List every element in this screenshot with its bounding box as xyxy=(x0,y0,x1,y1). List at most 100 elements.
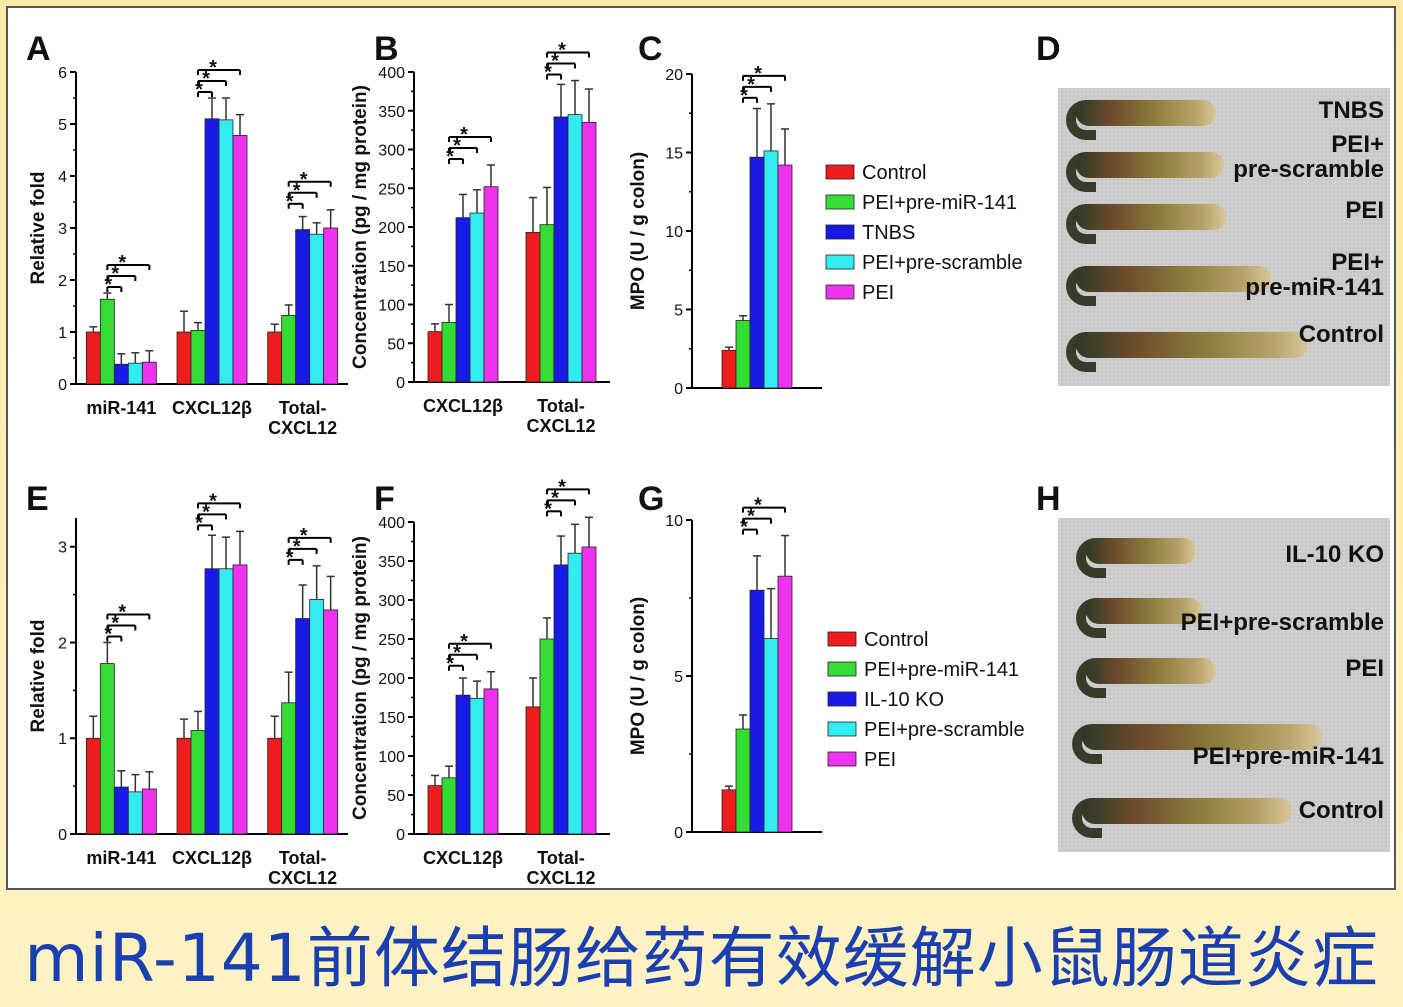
bar xyxy=(281,702,297,835)
legend-label: PEI+pre-scramble xyxy=(862,252,1023,274)
bar xyxy=(176,331,192,385)
bar xyxy=(455,217,471,383)
bar xyxy=(539,638,555,835)
bar xyxy=(218,568,234,835)
bar xyxy=(309,233,325,385)
significance-star: * xyxy=(118,252,126,274)
photo-label: PEI+pre-scramble xyxy=(1180,609,1384,636)
y-tick-label: 100 xyxy=(378,749,405,766)
photo-label: Control xyxy=(1298,797,1384,824)
bar xyxy=(141,361,157,385)
bar xyxy=(483,186,499,383)
significance-star: * xyxy=(460,631,468,653)
colon-shape xyxy=(1076,332,1308,358)
y-tick-label: 350 xyxy=(378,104,405,121)
legend-swatch xyxy=(827,721,857,737)
bar xyxy=(525,232,541,383)
bar xyxy=(113,363,129,385)
y-tick-label: 2 xyxy=(58,273,67,290)
significance-star: * xyxy=(747,74,755,96)
legend-swatch xyxy=(825,254,855,270)
y-tick-label: 20 xyxy=(665,67,683,84)
y-tick-label: 150 xyxy=(378,710,405,727)
bar xyxy=(295,618,311,835)
x-tick-label: CXCL12β xyxy=(172,398,252,418)
y-tick-label: 15 xyxy=(665,146,683,163)
y-tick-label: 400 xyxy=(378,65,405,82)
significance-star: * xyxy=(453,642,461,664)
bar xyxy=(441,777,457,835)
bar xyxy=(113,786,129,835)
bar xyxy=(281,314,297,385)
caption-text: miR-141前体结肠给药有效缓解小鼠肠道炎症 xyxy=(24,919,1379,997)
legend-label: PEI xyxy=(862,282,894,304)
y-tick-label: 1 xyxy=(58,325,67,342)
significance-star: * xyxy=(104,623,112,645)
significance-star: * xyxy=(286,191,294,213)
colon-shape xyxy=(1076,100,1216,126)
bar xyxy=(190,330,206,385)
bar xyxy=(455,694,471,835)
legend-label: Control xyxy=(862,162,926,184)
significance-star: * xyxy=(195,79,203,101)
panel-letter: E xyxy=(26,480,49,518)
x-tick-label: CXCL12 xyxy=(526,868,595,888)
significance-star: * xyxy=(544,498,552,520)
bar xyxy=(567,552,583,835)
bar xyxy=(721,789,737,833)
bar xyxy=(441,321,457,383)
y-tick-label: 50 xyxy=(387,336,405,353)
panel-letter: C xyxy=(638,30,663,68)
significance-star: * xyxy=(446,653,454,675)
y-tick-label: 0 xyxy=(674,381,683,398)
legend-label: Control xyxy=(864,629,928,651)
y-tick-label: 0 xyxy=(58,377,67,394)
colon-shape xyxy=(1086,658,1216,684)
bar xyxy=(267,331,283,385)
photo-label: IL-10 KO xyxy=(1285,541,1384,568)
bar xyxy=(204,568,220,835)
x-tick-label: Total- xyxy=(537,396,585,416)
x-tick-label: miR-141 xyxy=(86,848,156,868)
bar xyxy=(99,298,115,385)
bar xyxy=(749,589,765,833)
significance-star: * xyxy=(111,263,119,285)
significance-star: * xyxy=(754,63,762,85)
significance-star: * xyxy=(104,274,112,296)
y-tick-label: 6 xyxy=(58,65,67,82)
significance-star: * xyxy=(111,612,119,634)
x-tick-label: CXCL12 xyxy=(268,868,337,888)
panel-letter: F xyxy=(374,480,395,518)
bar xyxy=(777,575,793,833)
legend-swatch xyxy=(825,164,855,180)
photo-label: TNBS xyxy=(1318,97,1384,124)
colon-shape xyxy=(1086,598,1202,624)
bar xyxy=(267,737,283,835)
bar xyxy=(525,706,541,835)
y-tick-label: 10 xyxy=(665,224,683,241)
panel-letter: B xyxy=(374,30,399,68)
legend-swatch xyxy=(827,661,857,677)
panel-letter: H xyxy=(1036,480,1061,518)
y-tick-label: 100 xyxy=(378,298,405,315)
significance-star: * xyxy=(195,512,203,534)
y-tick-label: 3 xyxy=(58,221,67,238)
colon-shape xyxy=(1076,152,1224,178)
y-tick-label: 50 xyxy=(387,788,405,805)
panel-letter: D xyxy=(1036,30,1061,68)
legend-label: PEI+pre-miR-141 xyxy=(864,659,1019,681)
colon-shape xyxy=(1076,266,1272,292)
x-tick-label: CXCL12β xyxy=(423,396,503,416)
x-tick-label: Total- xyxy=(537,848,585,868)
bar xyxy=(777,164,793,389)
significance-star: * xyxy=(453,135,461,157)
significance-star: * xyxy=(544,62,552,84)
y-tick-label: 5 xyxy=(58,117,67,134)
bar xyxy=(749,156,765,389)
bar xyxy=(190,730,206,835)
bar xyxy=(85,331,101,385)
legend-label: PEI xyxy=(864,749,896,771)
y-tick-label: 0 xyxy=(674,825,683,842)
y-tick-label: 0 xyxy=(396,827,405,844)
bar xyxy=(553,564,569,835)
